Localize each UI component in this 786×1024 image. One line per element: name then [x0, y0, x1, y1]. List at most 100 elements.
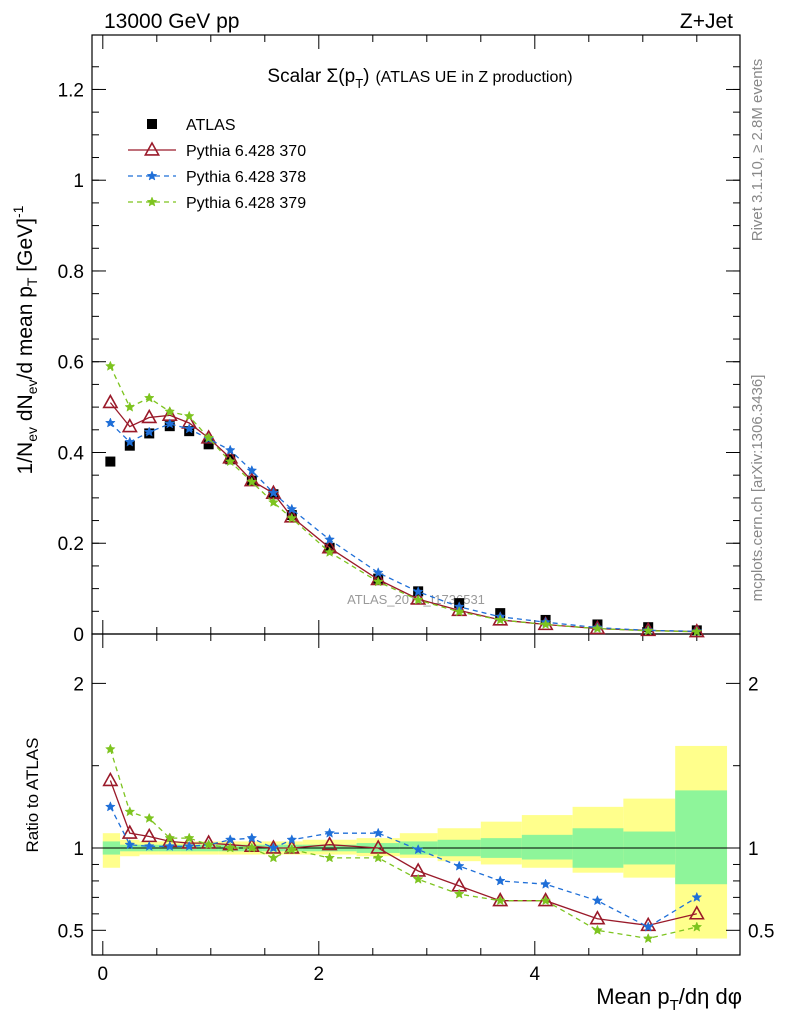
ratio-point-p379 — [642, 932, 654, 944]
band-inner — [521, 834, 573, 860]
y-tick-label-upper: 1 — [73, 171, 84, 192]
upper-point-p378 — [104, 417, 116, 428]
ratio-point-p379 — [246, 842, 258, 853]
header-left: 13000 GeV pp — [104, 10, 239, 33]
ratio-point-p378 — [372, 827, 384, 838]
legend-marker-p378 — [146, 170, 158, 181]
ratio-point-p378 — [104, 801, 116, 812]
ratio-point-p370 — [321, 836, 338, 851]
upper-point-p379 — [372, 576, 384, 587]
ratio-point-p378 — [324, 827, 336, 838]
ratio-point-p379 — [592, 924, 603, 935]
upper-point-p378 — [412, 586, 424, 597]
ratio-point-p370 — [283, 839, 300, 854]
upper-point-p378 — [224, 444, 236, 455]
legend-label-p370: Pythia 6.428 370 — [186, 143, 306, 160]
ratio-point-p370 — [243, 837, 260, 853]
upper-point-p379 — [143, 392, 155, 403]
ratio-point-p379 — [453, 888, 465, 899]
ratio-point-p379 — [324, 852, 336, 863]
rivet-note: Rivet 3.1.10, ≥ 2.8M events — [749, 59, 766, 242]
legend-marker-p379 — [146, 196, 158, 207]
ratio-point-p379 — [372, 852, 384, 863]
ratio-point-p378 — [286, 834, 298, 845]
y-tick-label-upper: 0.8 — [58, 262, 84, 283]
upper-point-p378 — [164, 418, 176, 429]
ratio-point-p378 — [124, 839, 136, 850]
y-tick-label-lower-right: 2 — [748, 674, 759, 695]
ratio-point-p379 — [124, 806, 136, 817]
upper-point-atlas — [124, 440, 135, 451]
x-tick-label: 0 — [98, 964, 109, 985]
upper-point-p379 — [286, 512, 298, 523]
ratio-point-p378 — [164, 840, 176, 851]
ratio-point-p379 — [540, 895, 552, 906]
upper-point-p370 — [410, 590, 427, 605]
upper-point-p378 — [286, 503, 298, 514]
ratio-point-p378 — [143, 840, 155, 851]
upper-point-p379 — [412, 594, 424, 605]
upper-point-p379 — [203, 432, 215, 443]
y-tick-label-lower-right: 1 — [748, 839, 759, 860]
ratio-point-p370 — [200, 834, 217, 849]
upper-point-p370 — [102, 393, 119, 409]
y-tick-label-upper: 1.2 — [58, 80, 84, 101]
ratio-point-p378 — [642, 921, 654, 932]
upper-point-p370 — [141, 408, 158, 424]
y-axis-label-upper: 1/Nev dNev/d mean pT [GeV]-1 — [10, 205, 40, 474]
upper-point-p378 — [372, 567, 384, 578]
upper-point-p379 — [642, 625, 654, 636]
upper-point-p379 — [104, 360, 116, 371]
ratio-point-p378 — [592, 895, 603, 906]
band-inner — [675, 790, 728, 885]
legend-label-p379: Pythia 6.428 379 — [186, 195, 306, 212]
ratio-point-p379 — [183, 832, 195, 843]
top-plot-layer — [92, 745, 740, 939]
svg-text:1/Nev dNev/d mean pT [GeV]-1: 1/Nev dNev/d mean pT [GeV]-1 — [10, 205, 40, 474]
upper-point-p370 — [451, 601, 468, 617]
ratio-point-p378 — [540, 878, 552, 889]
y-tick-label-upper: 0.2 — [58, 534, 84, 555]
ratio-point-p379 — [164, 832, 176, 843]
ratio-point-p379 — [268, 852, 279, 863]
ratio-point-p378 — [453, 860, 465, 871]
ratio-point-p378 — [183, 840, 195, 851]
upper-point-p379 — [691, 626, 703, 637]
legend-label-atlas: ATLAS — [186, 117, 236, 134]
ratio-point-p378 — [246, 832, 258, 843]
y-tick-label-lower: 1 — [73, 839, 84, 860]
upper-point-p379 — [540, 618, 552, 630]
upper-point-p378 — [246, 464, 258, 476]
lower-frame — [91, 633, 741, 956]
upper-point-p379 — [268, 496, 279, 507]
ratio-point-p378 — [268, 842, 279, 853]
ratio-point-p370 — [589, 910, 606, 925]
ratio-point-p379 — [203, 839, 215, 850]
upper-point-p379 — [183, 410, 195, 421]
ratio-point-p370 — [102, 771, 119, 787]
ratio-point-p370 — [121, 824, 138, 839]
upper-point-atlas — [105, 456, 116, 467]
y-tick-label-upper: 0.4 — [58, 443, 85, 464]
ratio-point-p379 — [691, 921, 703, 932]
upper-point-p379 — [494, 614, 506, 625]
ratio-point-p370 — [688, 905, 705, 920]
legend-marker-p370 — [143, 141, 161, 156]
ratio-point-p378 — [691, 891, 703, 902]
ratio-point-p379 — [494, 895, 506, 906]
y-tick-label-lower: 0.5 — [58, 921, 84, 942]
ratio-point-p379 — [104, 743, 116, 754]
svg-text:mcplots.cern.ch [arXiv:1306.34: mcplots.cern.ch [arXiv:1306.3436] — [749, 375, 766, 602]
svg-text:Rivet 3.1.10, ≥ 2.8M events: Rivet 3.1.10, ≥ 2.8M events — [749, 59, 766, 242]
upper-point-p379 — [164, 405, 176, 417]
y-tick-label-lower-right: 0.5 — [748, 921, 774, 942]
upper-point-p378 — [143, 426, 155, 437]
upper-point-p370 — [370, 570, 387, 586]
upper-point-p378 — [268, 487, 279, 498]
upper-point-p379 — [453, 606, 465, 617]
y-tick-label-upper: 0.6 — [58, 353, 84, 374]
y-tick-label-upper: 0 — [73, 625, 84, 646]
y-axis-label-lower: Ratio to ATLAS — [23, 738, 42, 853]
upper-point-p379 — [324, 546, 336, 557]
